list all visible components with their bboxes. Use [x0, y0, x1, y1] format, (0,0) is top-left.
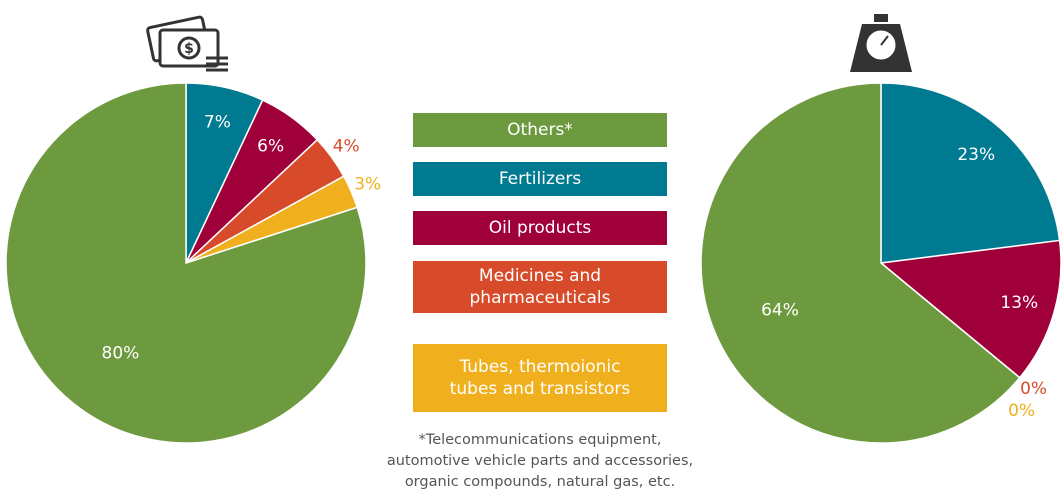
legend-item: Others* — [413, 113, 667, 147]
footnote-line: *Telecommunications equipment, — [418, 432, 662, 448]
data-label: 3% — [354, 174, 381, 194]
pie-slice — [700, 82, 1021, 444]
legend-item: Medicines and pharmaceuticals — [413, 261, 667, 313]
data-label: 6% — [257, 137, 284, 157]
data-label: 13% — [1000, 293, 1038, 313]
legend-item: Tubes, thermoionic tubes and transistors — [413, 344, 667, 412]
pie-slice — [5, 82, 367, 444]
money-icon: $ — [146, 15, 228, 72]
data-label: 80% — [102, 343, 140, 363]
data-label: 0% — [1020, 379, 1047, 399]
legend-item: Fertilizers — [413, 162, 667, 196]
pie-slice — [880, 82, 1061, 264]
data-label: 0% — [1008, 401, 1035, 421]
footnote-line: automotive vehicle parts and accessories… — [386, 453, 694, 469]
footnote: *Telecommunications equipment, automotive… — [340, 430, 740, 493]
scale-icon — [850, 14, 912, 72]
pie-slice — [879, 239, 1062, 379]
footnote-line: organic compounds, natural gas, etc. — [404, 474, 676, 490]
data-label: 4% — [333, 137, 360, 157]
data-label: 64% — [761, 301, 799, 321]
legend-item: Oil products — [413, 211, 667, 245]
svg-text:$: $ — [184, 41, 194, 57]
data-label: 7% — [204, 112, 231, 132]
data-label: 23% — [957, 145, 995, 165]
